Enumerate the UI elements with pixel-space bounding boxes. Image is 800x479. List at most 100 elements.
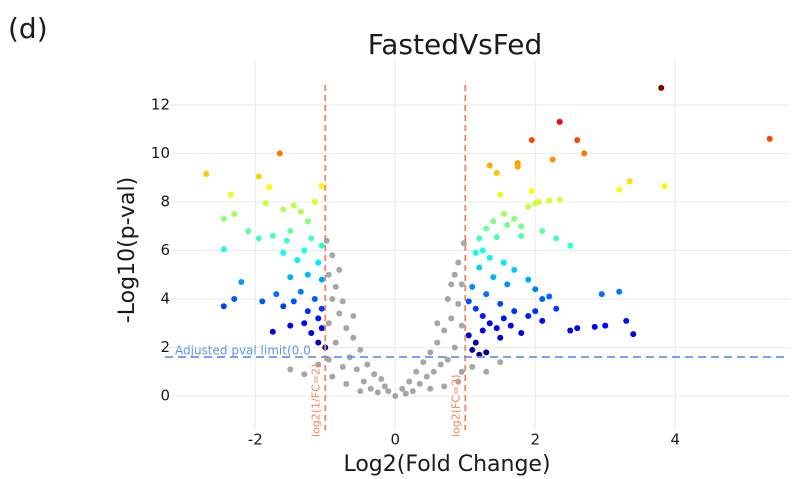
data-point bbox=[290, 298, 297, 305]
data-point bbox=[504, 221, 511, 228]
data-point bbox=[203, 171, 210, 178]
data-point bbox=[455, 300, 462, 307]
data-point bbox=[444, 295, 451, 302]
data-point bbox=[497, 359, 504, 366]
data-point bbox=[409, 388, 416, 395]
data-point bbox=[402, 390, 409, 397]
data-point bbox=[430, 368, 437, 375]
data-point bbox=[220, 246, 227, 253]
data-point bbox=[392, 393, 399, 400]
data-point bbox=[493, 325, 500, 332]
data-point bbox=[360, 378, 367, 385]
data-point bbox=[486, 320, 493, 327]
data-point bbox=[479, 312, 486, 319]
data-point bbox=[465, 332, 472, 339]
data-point bbox=[483, 225, 490, 232]
data-point bbox=[500, 315, 507, 322]
data-point bbox=[339, 363, 346, 370]
data-point bbox=[318, 305, 325, 312]
data-point bbox=[283, 237, 290, 244]
data-point bbox=[483, 291, 490, 298]
data-point bbox=[490, 274, 497, 281]
data-point bbox=[318, 276, 325, 283]
data-point bbox=[318, 183, 325, 190]
data-point bbox=[238, 279, 245, 285]
data-point bbox=[441, 383, 448, 390]
data-point bbox=[318, 242, 325, 249]
x-axis-label: Log2(Fold Change) bbox=[343, 452, 550, 477]
data-point bbox=[514, 163, 521, 170]
data-point bbox=[574, 325, 581, 332]
data-point bbox=[287, 366, 294, 373]
pval-threshold-label: Adjusted pval limit(0.0 bbox=[175, 343, 311, 357]
data-point bbox=[518, 223, 525, 230]
data-point bbox=[378, 376, 385, 383]
data-point bbox=[315, 339, 322, 346]
data-point bbox=[332, 339, 339, 346]
data-point bbox=[287, 228, 294, 235]
data-point bbox=[504, 281, 511, 288]
data-point bbox=[525, 312, 532, 319]
data-point bbox=[486, 162, 493, 169]
data-point bbox=[269, 328, 276, 335]
data-point bbox=[528, 188, 535, 195]
data-point bbox=[465, 298, 472, 305]
data-point bbox=[301, 247, 308, 254]
data-point bbox=[276, 150, 283, 157]
data-point bbox=[658, 84, 665, 91]
data-point bbox=[231, 211, 238, 218]
data-point bbox=[518, 329, 525, 336]
fc-threshold-label: log2(1/FC=2) bbox=[309, 364, 322, 437]
data-point bbox=[262, 200, 269, 207]
data-point bbox=[220, 303, 227, 310]
x-tick-label: -2 bbox=[248, 431, 263, 449]
data-point bbox=[556, 118, 563, 125]
data-point bbox=[472, 305, 479, 312]
data-point bbox=[297, 288, 304, 295]
data-point bbox=[227, 191, 234, 198]
data-point bbox=[448, 315, 455, 322]
data-point bbox=[259, 298, 266, 305]
data-point bbox=[444, 356, 451, 363]
y-axis-label: -Log10(p-val) bbox=[115, 177, 140, 323]
data-point bbox=[385, 388, 392, 395]
data-point bbox=[266, 184, 273, 191]
data-point bbox=[406, 378, 413, 385]
data-point bbox=[602, 322, 609, 329]
data-point bbox=[245, 228, 252, 235]
chart-title: FastedVsFed bbox=[368, 28, 543, 61]
data-point bbox=[318, 325, 325, 332]
data-point bbox=[472, 339, 479, 346]
data-point bbox=[280, 206, 287, 213]
data-point bbox=[535, 198, 542, 205]
data-point bbox=[546, 197, 553, 204]
data-point bbox=[350, 334, 357, 341]
data-point bbox=[325, 356, 332, 363]
data-point bbox=[315, 361, 322, 368]
x-tick-label: 4 bbox=[670, 431, 680, 449]
data-point bbox=[280, 303, 287, 310]
data-point bbox=[532, 286, 539, 293]
data-point bbox=[308, 235, 315, 242]
data-point bbox=[423, 373, 430, 380]
data-point bbox=[329, 252, 336, 259]
data-point bbox=[553, 305, 560, 312]
data-point bbox=[458, 322, 465, 329]
data-point bbox=[479, 247, 486, 254]
data-point bbox=[511, 308, 518, 315]
data-point bbox=[469, 363, 476, 370]
data-point bbox=[539, 228, 546, 235]
y-tick-label: 4 bbox=[160, 289, 170, 307]
data-point bbox=[553, 235, 560, 242]
data-point bbox=[329, 295, 336, 302]
y-tick-label: 8 bbox=[160, 192, 170, 210]
data-point bbox=[350, 312, 357, 319]
data-point bbox=[525, 203, 532, 210]
data-point bbox=[301, 320, 308, 327]
data-point bbox=[311, 295, 318, 302]
data-point bbox=[413, 368, 420, 375]
data-point bbox=[381, 383, 388, 390]
data-point bbox=[416, 380, 423, 387]
data-point bbox=[294, 257, 301, 264]
